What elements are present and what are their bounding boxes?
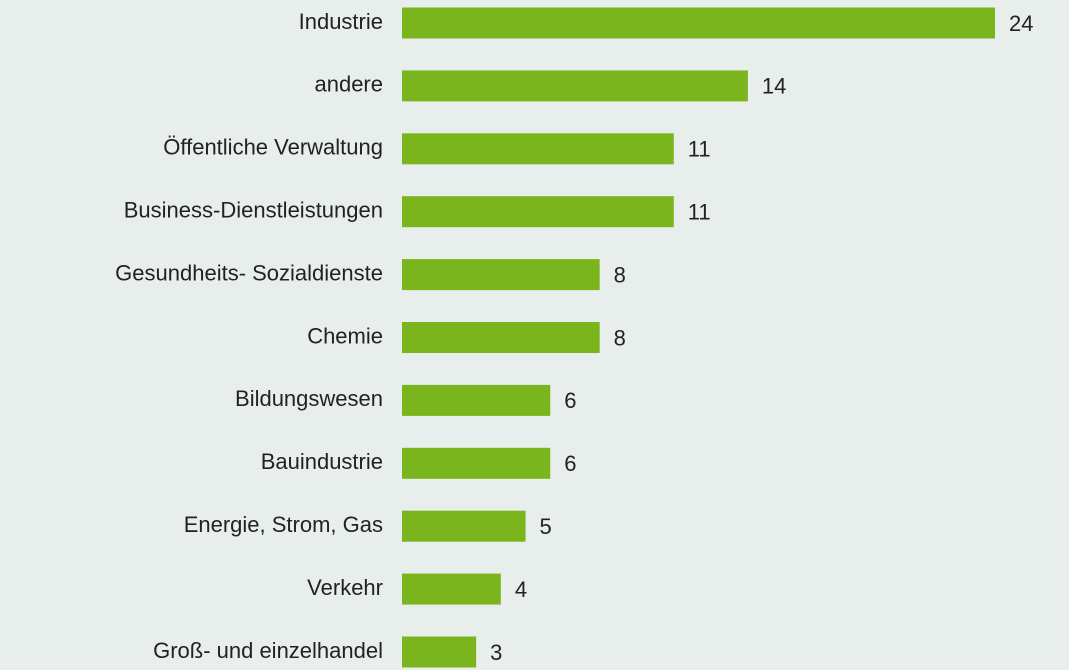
bar — [402, 447, 551, 479]
category-label: Gesundheits- Sozialdienste — [115, 260, 383, 285]
value-label: 6 — [564, 451, 576, 476]
category-label: Bildungswesen — [235, 386, 383, 411]
value-label: 8 — [614, 325, 626, 350]
category-label: andere — [314, 72, 383, 97]
value-label: 6 — [564, 388, 576, 413]
bar — [402, 322, 600, 353]
value-label: 5 — [540, 514, 552, 539]
bar — [402, 133, 674, 165]
bar — [402, 384, 551, 416]
category-label: Energie, Strom, Gas — [184, 512, 383, 537]
category-label: Groß- und einzelhandel — [153, 638, 383, 663]
value-label: 4 — [515, 577, 527, 602]
value-label: 8 — [614, 262, 626, 287]
value-label: 11 — [688, 200, 711, 225]
bar — [402, 573, 501, 605]
bar — [402, 196, 674, 228]
bar — [402, 70, 748, 102]
value-label: 24 — [1009, 11, 1033, 36]
category-label: Bauindustrie — [261, 449, 383, 474]
bar — [402, 636, 477, 668]
category-label: Industrie — [299, 9, 383, 34]
value-label: 14 — [762, 74, 786, 99]
category-label: Verkehr — [307, 575, 383, 600]
category-label: Business-Dienstleistungen — [124, 198, 383, 223]
bar — [402, 259, 600, 291]
value-label: 11 — [688, 137, 711, 162]
category-label: Chemie — [307, 323, 383, 348]
bar — [402, 510, 526, 542]
bar — [402, 7, 995, 39]
value-label: 3 — [490, 640, 502, 665]
category-label: Öffentliche Verwaltung — [163, 135, 383, 160]
